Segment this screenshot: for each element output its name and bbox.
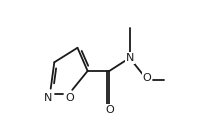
Text: O: O (105, 105, 114, 115)
Text: O: O (143, 73, 151, 83)
Text: N: N (126, 53, 135, 63)
Text: O: O (66, 93, 75, 103)
Text: N: N (44, 93, 53, 103)
